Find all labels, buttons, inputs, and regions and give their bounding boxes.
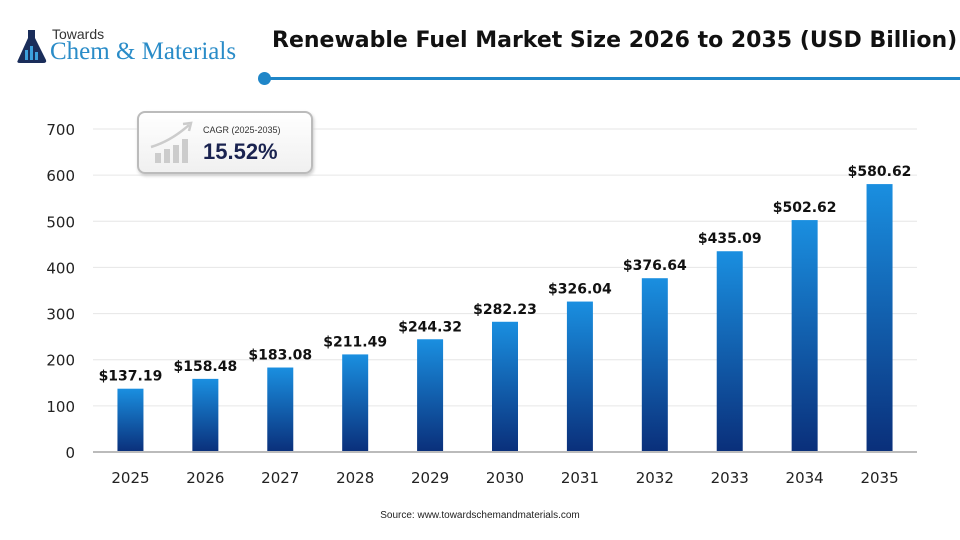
data-label: $435.09	[698, 231, 762, 247]
x-tick-label: 2027	[261, 469, 299, 487]
y-tick-label: 400	[46, 259, 75, 277]
data-label: $502.62	[773, 200, 837, 216]
y-tick-label: 700	[46, 121, 75, 139]
x-tick-label: 2028	[336, 469, 374, 487]
bar-2034	[791, 220, 818, 452]
x-tick-label: 2026	[186, 469, 224, 487]
logo-text-top: Towards	[52, 26, 105, 42]
x-tick-label: 2030	[486, 469, 524, 487]
bar-2025	[117, 388, 144, 452]
data-label: $580.62	[848, 164, 912, 180]
source-note: Source: www.towardschemandmaterials.com	[380, 510, 580, 521]
title-rule-dot	[258, 72, 271, 85]
data-label: $183.08	[248, 348, 312, 364]
flask-icon	[17, 30, 47, 63]
growth-chart-icon	[150, 121, 193, 163]
bar-2031	[566, 301, 593, 452]
data-label: $376.64	[623, 258, 687, 274]
y-tick-label: 100	[46, 398, 75, 416]
bar-2029	[417, 339, 444, 452]
cagr-label: CAGR (2025-2035)	[203, 125, 281, 135]
title-rule	[265, 77, 960, 80]
data-label: $244.32	[398, 319, 462, 335]
chart-title: Renewable Fuel Market Size 2026 to 2035 …	[272, 28, 958, 53]
y-tick-label: 200	[46, 352, 75, 370]
x-tick-label: 2034	[786, 469, 824, 487]
x-tick-label: 2025	[111, 469, 149, 487]
bar-2033	[716, 251, 743, 452]
bar-2032	[641, 278, 668, 452]
x-tick-label: 2035	[860, 469, 898, 487]
data-label: $137.19	[99, 369, 163, 385]
x-tick-label: 2029	[411, 469, 449, 487]
y-tick-label: 0	[65, 444, 75, 462]
bar-2030	[492, 321, 518, 452]
data-label: $211.49	[323, 334, 387, 350]
cagr-value: 15.52%	[203, 139, 278, 164]
cagr-box: CAGR (2025-2035) 15.52%	[137, 111, 313, 174]
data-label: $282.23	[473, 302, 537, 318]
x-tick-label: 2031	[561, 469, 599, 487]
y-tick-label: 600	[46, 167, 75, 185]
data-label: $326.04	[548, 282, 612, 298]
y-tick-label: 300	[46, 306, 75, 324]
bar-2026	[192, 378, 219, 452]
bar-2028	[342, 354, 369, 452]
logo-text-main: Chem & Materials	[50, 38, 237, 65]
data-label: $158.48	[173, 359, 237, 375]
bar-2035	[866, 184, 893, 453]
bar-2027	[267, 367, 294, 452]
x-tick-label: 2033	[711, 469, 749, 487]
x-tick-label: 2032	[636, 469, 674, 487]
y-tick-label: 500	[46, 213, 75, 231]
